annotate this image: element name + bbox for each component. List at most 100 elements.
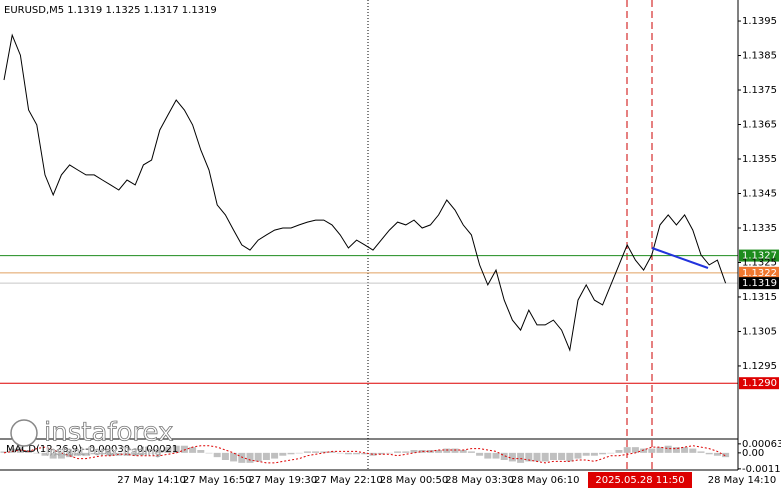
level-label-box — [739, 377, 779, 390]
macd-bar — [107, 452, 115, 456]
macd-bar — [328, 451, 336, 453]
macd-bar — [508, 452, 516, 462]
y-tick-label: 1.1345 — [742, 188, 777, 199]
macd-bar — [558, 452, 566, 460]
macd-bar — [0, 451, 8, 453]
macd-bar — [443, 448, 451, 453]
macd-bar — [254, 452, 262, 462]
macd-bar — [640, 448, 648, 453]
macd-bar — [385, 452, 393, 454]
macd-bar — [541, 452, 549, 462]
macd-bar — [49, 452, 57, 459]
x-tick-label: 27 May 22:10 — [314, 475, 383, 486]
macd-title: MACD(12,26,9) -0.00030 -0.00021 — [6, 444, 178, 455]
macd-bar — [697, 451, 705, 453]
cursor-label-box — [588, 472, 692, 488]
y-tick-label: 1.1325 — [742, 257, 777, 268]
level-label-box — [739, 277, 779, 290]
macd-bar — [353, 452, 361, 455]
macd-bar — [722, 452, 730, 458]
macd-bar — [566, 452, 574, 462]
macd-bar — [279, 452, 287, 456]
x-tick-label: 28 May 06:10 — [511, 475, 580, 486]
macd-bar — [303, 451, 311, 453]
macd-bar — [123, 452, 131, 456]
y-tick-label: 1.1305 — [742, 326, 777, 337]
macd-bar — [180, 445, 188, 453]
macd-bar — [131, 452, 139, 456]
x-tick-label: 27 May 16:50 — [183, 475, 252, 486]
macd-bar — [484, 452, 492, 459]
macd-bar — [476, 452, 484, 456]
y-tick-label: 1.1335 — [742, 223, 777, 234]
y-tick-label: 0.00063 — [742, 439, 781, 450]
macd-bar — [172, 445, 180, 453]
macd-bar — [500, 452, 508, 460]
macd-bar — [8, 448, 16, 453]
x-tick-label: 28 May 03:30 — [445, 475, 514, 486]
x-tick-label: 28 May 14:10 — [708, 475, 777, 486]
macd-bar — [418, 450, 426, 453]
macd-bar — [189, 447, 197, 453]
macd-bar — [98, 452, 106, 455]
y-tick-label: 1.1365 — [742, 120, 777, 131]
macd-bar — [623, 447, 631, 453]
macd-bar — [615, 450, 623, 453]
level-label: 1.1319 — [742, 278, 777, 289]
macd-bar — [672, 447, 680, 453]
y-tick-label: 1.1375 — [742, 85, 777, 96]
x-tick-label: 27 May 14:10 — [117, 475, 186, 486]
brand-name: instaforex — [44, 418, 173, 448]
y-tick-label: 1.1355 — [742, 154, 777, 165]
macd-bar — [451, 448, 459, 453]
macd-bar — [164, 447, 172, 453]
macd-bar — [221, 452, 229, 460]
y-tick-label: 0.00 — [742, 448, 764, 459]
macd-bar — [230, 452, 238, 462]
macd-bar — [361, 452, 369, 455]
macd-bar — [377, 452, 385, 455]
macd-bar — [631, 447, 639, 453]
macd-bar — [197, 450, 205, 453]
y-tick-label: 1.1295 — [742, 361, 777, 372]
trend-line — [651, 247, 709, 269]
macd-bar — [66, 452, 74, 458]
macd-bar — [681, 447, 689, 453]
y-tick-label: 1.1315 — [742, 292, 777, 303]
macd-bar — [271, 452, 279, 459]
logo-icon — [10, 419, 38, 447]
macd-bar — [410, 450, 418, 453]
y-tick-label: 1.1385 — [742, 51, 777, 62]
macd-bar — [369, 452, 377, 456]
macd-bar — [57, 452, 65, 459]
macd-bar — [402, 451, 410, 453]
macd-bar — [656, 447, 664, 453]
macd-bar — [533, 452, 541, 462]
macd-bar — [549, 452, 557, 460]
macd-bar — [41, 452, 49, 456]
macd-bar — [582, 452, 590, 456]
macd-bar — [705, 452, 713, 455]
x-tick-label: 28 May 00:50 — [380, 475, 449, 486]
y-tick-label: 1.1395 — [742, 16, 777, 27]
macd-bar — [517, 452, 525, 463]
macd-bar — [590, 452, 598, 456]
y-tick-label: -0.00112 — [742, 464, 781, 475]
x-tick-label: 27 May 19:30 — [249, 475, 318, 486]
macd-bar — [713, 452, 721, 456]
macd-bar — [336, 452, 344, 454]
macd-bar — [115, 452, 123, 456]
cursor-label: 2025.05.28 11:50 — [595, 475, 684, 486]
macd-bar — [148, 452, 156, 454]
macd-bar — [238, 452, 246, 463]
price-line — [3, 33, 727, 352]
macd-bar — [156, 450, 164, 453]
macd-bar — [664, 445, 672, 453]
level-label-box — [739, 249, 779, 262]
signal-line — [3, 445, 726, 464]
macd-bar — [246, 452, 254, 463]
macd-bar — [492, 452, 500, 459]
level-label: 1.1327 — [742, 251, 777, 262]
